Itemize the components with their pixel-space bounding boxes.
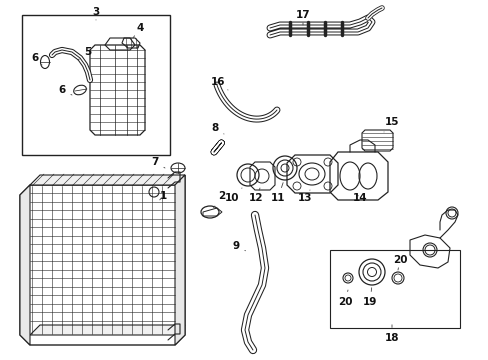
- Text: 11: 11: [270, 183, 285, 203]
- Text: 5: 5: [78, 47, 91, 60]
- Text: 18: 18: [384, 325, 398, 343]
- Text: 3: 3: [92, 7, 100, 20]
- Text: 6: 6: [58, 85, 72, 95]
- Text: 14: 14: [352, 193, 366, 203]
- Polygon shape: [30, 325, 184, 335]
- Text: 10: 10: [224, 188, 242, 203]
- Text: 16: 16: [210, 77, 227, 90]
- Text: 6: 6: [31, 53, 42, 65]
- Bar: [22, 15, 170, 155]
- Text: 4: 4: [133, 23, 143, 38]
- Polygon shape: [30, 175, 184, 185]
- Text: 2: 2: [213, 191, 225, 208]
- Text: 13: 13: [297, 190, 312, 203]
- Text: 20: 20: [392, 255, 407, 270]
- Text: 1: 1: [159, 191, 166, 201]
- Text: 7: 7: [151, 157, 164, 168]
- Text: 19: 19: [362, 288, 376, 307]
- Text: 20: 20: [337, 290, 351, 307]
- Text: 9: 9: [232, 241, 245, 251]
- Bar: [329, 250, 459, 328]
- Text: 17: 17: [295, 10, 310, 25]
- Polygon shape: [175, 175, 184, 345]
- Polygon shape: [20, 185, 30, 345]
- Text: 15: 15: [383, 117, 398, 132]
- Text: 12: 12: [248, 188, 263, 203]
- Text: 8: 8: [211, 123, 224, 134]
